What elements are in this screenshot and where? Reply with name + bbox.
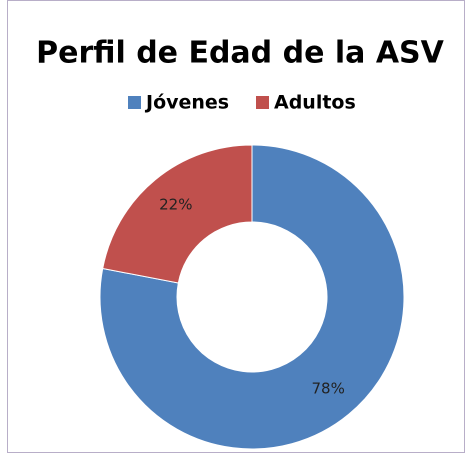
- data-label: 78%: [312, 380, 345, 398]
- chart-title: Perfil de Edad de la ASV: [36, 36, 445, 71]
- legend-label: Jóvenes: [144, 92, 229, 114]
- donut-slice: [99, 144, 405, 450]
- data-label: 22%: [159, 195, 192, 213]
- donut-slice: [102, 144, 253, 284]
- legend-label: Adultos: [274, 92, 356, 114]
- legend-swatch: [256, 96, 269, 109]
- legend-swatch: [128, 96, 141, 109]
